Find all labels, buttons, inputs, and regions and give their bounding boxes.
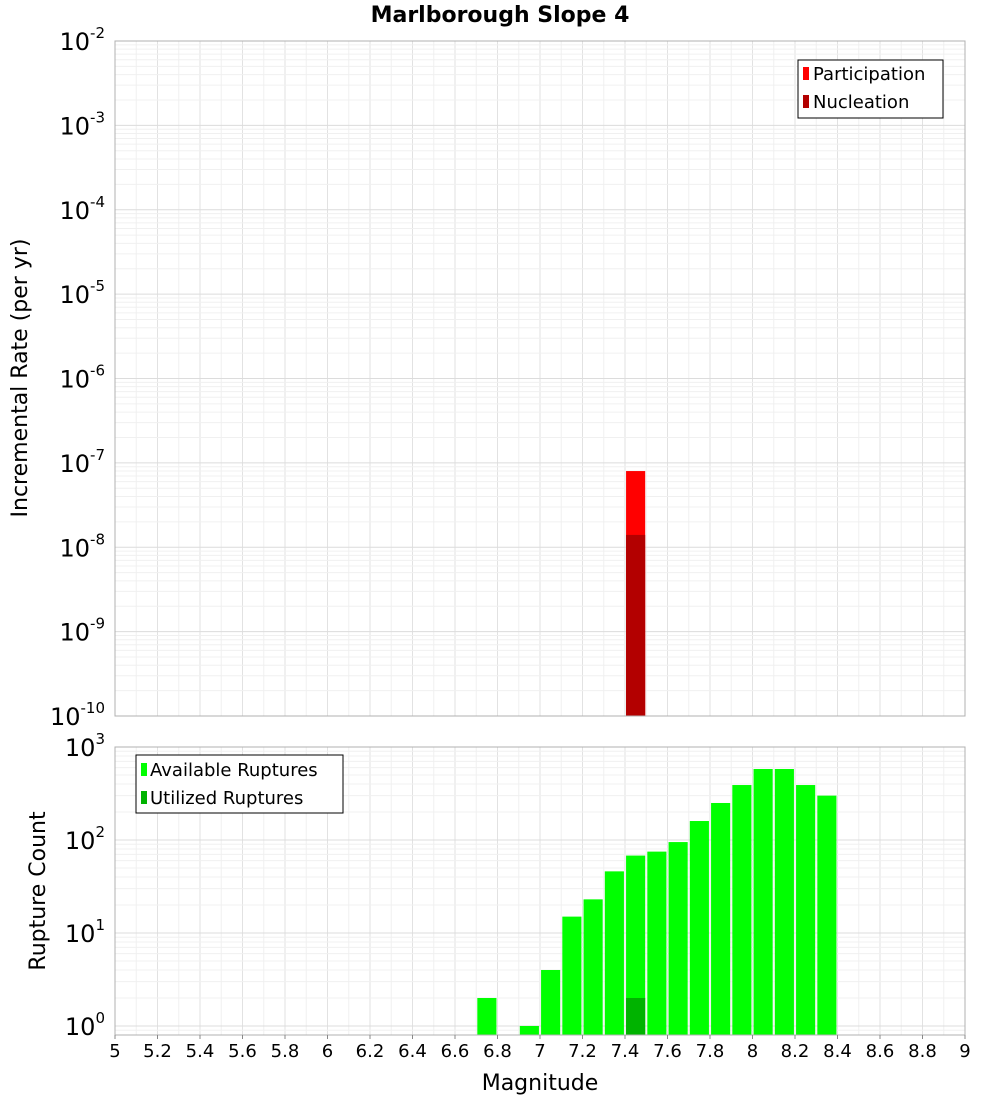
top-y-tick-label: 10-2 xyxy=(59,24,105,56)
x-tick-label: 7.2 xyxy=(568,1041,597,1062)
bottom-y-tick-label: 103 xyxy=(65,730,105,762)
bottom-y-tick-label: 100 xyxy=(65,1009,105,1041)
bottom-bar-available-ruptures xyxy=(796,785,816,1035)
bottom-bar-available-ruptures xyxy=(689,821,709,1035)
top-y-tick-labels: 10-10 10-9 10-8 10-7 10-6 10-5 10-4 10-3 10-2 xyxy=(50,24,105,731)
bottom-bar-available-ruptures xyxy=(541,969,561,1035)
chart-title: Marlborough Slope 4 xyxy=(371,3,630,28)
bottom-bar-available-ruptures xyxy=(626,855,646,1035)
x-tick-label: 8 xyxy=(747,1041,758,1062)
x-tick-label: 8.2 xyxy=(781,1041,810,1062)
top-y-tick-label: 10-9 xyxy=(59,615,105,647)
x-axis-label: Magnitude xyxy=(482,1071,599,1096)
top-y-tick-label: 10-7 xyxy=(59,446,105,478)
x-tick-label: 5.8 xyxy=(271,1041,300,1062)
top-y-tick-label: 10-5 xyxy=(59,277,105,309)
bottom-bars xyxy=(477,769,837,1035)
legend-label-utilized-ruptures: Utilized Ruptures xyxy=(150,788,303,809)
bottom-bar-available-ruptures xyxy=(562,916,582,1035)
top-panel: 10-10 10-9 10-8 10-7 10-6 10-5 10-4 10-3 10-2 In… xyxy=(8,24,966,731)
bottom-bar-available-ruptures xyxy=(668,842,688,1035)
top-bars xyxy=(626,471,646,716)
x-tick-label: 7 xyxy=(534,1041,545,1062)
top-y-tick-label: 10-3 xyxy=(59,108,105,140)
top-y-tick-label: 10-10 xyxy=(50,699,105,731)
x-tick-label: 7.6 xyxy=(653,1041,682,1062)
top-bar-nucleation xyxy=(626,534,646,716)
x-tick-label: 6.6 xyxy=(441,1041,470,1062)
bottom-y-axis-label: Rupture Count xyxy=(26,811,51,971)
x-tick-label: 8.4 xyxy=(823,1041,852,1062)
legend-swatch-utilized-ruptures xyxy=(141,791,147,804)
legend-label-available-ruptures: Available Ruptures xyxy=(150,760,318,781)
legend-label-participation: Participation xyxy=(813,64,925,85)
top-grid xyxy=(114,40,966,717)
bottom-bar-available-ruptures xyxy=(774,769,794,1035)
top-y-axis-label: Incremental Rate (per yr) xyxy=(8,239,33,518)
x-tick-labels: 5 5.2 5.4 5.6 5.8 6 6.2 6.4 6.6 6.8 7 7.2 7.4 7.6 7.8 8… xyxy=(109,1035,971,1062)
bottom-bar-available-ruptures xyxy=(604,871,624,1035)
x-tick-label: 6 xyxy=(322,1041,333,1062)
x-tick-label: 5.2 xyxy=(143,1041,172,1062)
x-tick-label: 5 xyxy=(109,1041,120,1062)
top-y-tick-label: 10-8 xyxy=(59,530,105,562)
bottom-y-tick-label: 101 xyxy=(65,916,105,948)
legend-swatch-available-ruptures xyxy=(141,763,147,776)
bottom-bar-available-ruptures xyxy=(477,997,497,1035)
top-y-tick-label: 10-6 xyxy=(59,362,105,394)
x-tick-label: 6.4 xyxy=(398,1041,427,1062)
top-plot-frame xyxy=(114,40,966,717)
bottom-bar-available-ruptures xyxy=(732,785,752,1035)
bottom-bar-available-ruptures xyxy=(753,769,773,1035)
bottom-bar-available-ruptures xyxy=(519,1025,539,1035)
bottom-legend: Available Ruptures Utilized Ruptures xyxy=(135,754,344,814)
top-y-tick-label: 10-4 xyxy=(59,193,105,225)
x-tick-label: 6.8 xyxy=(483,1041,512,1062)
legend-swatch-participation xyxy=(803,67,809,80)
bottom-legend-box xyxy=(135,754,344,814)
x-tick-label: 7.4 xyxy=(611,1041,640,1062)
x-tick-label: 7.8 xyxy=(696,1041,725,1062)
bottom-y-tick-label: 102 xyxy=(65,823,105,855)
bottom-bar-available-ruptures xyxy=(583,899,603,1035)
legend-label-nucleation: Nucleation xyxy=(813,92,909,113)
bottom-panel: 100 101 102 103 5 5.2 5.4 5.6 5.8 6 6.2 6.4 6.6 6.8 7… xyxy=(26,730,971,1096)
bottom-y-tick-labels: 100 101 102 103 xyxy=(65,730,105,1041)
x-tick-label: 8.6 xyxy=(866,1041,895,1062)
top-legend: Participation Nucleation xyxy=(797,59,944,119)
bottom-bar-available-ruptures xyxy=(817,795,837,1035)
x-tick-label: 9 xyxy=(959,1041,970,1062)
x-tick-label: 6.2 xyxy=(356,1041,385,1062)
x-tick-label: 8.8 xyxy=(908,1041,937,1062)
bottom-bar-available-ruptures xyxy=(711,802,731,1035)
x-tick-label: 5.6 xyxy=(228,1041,257,1062)
bottom-bar-utilized-ruptures xyxy=(626,997,646,1035)
legend-swatch-nucleation xyxy=(803,95,809,108)
top-legend-box xyxy=(797,59,944,119)
bottom-bar-available-ruptures xyxy=(647,851,667,1035)
x-tick-label: 5.4 xyxy=(186,1041,215,1062)
